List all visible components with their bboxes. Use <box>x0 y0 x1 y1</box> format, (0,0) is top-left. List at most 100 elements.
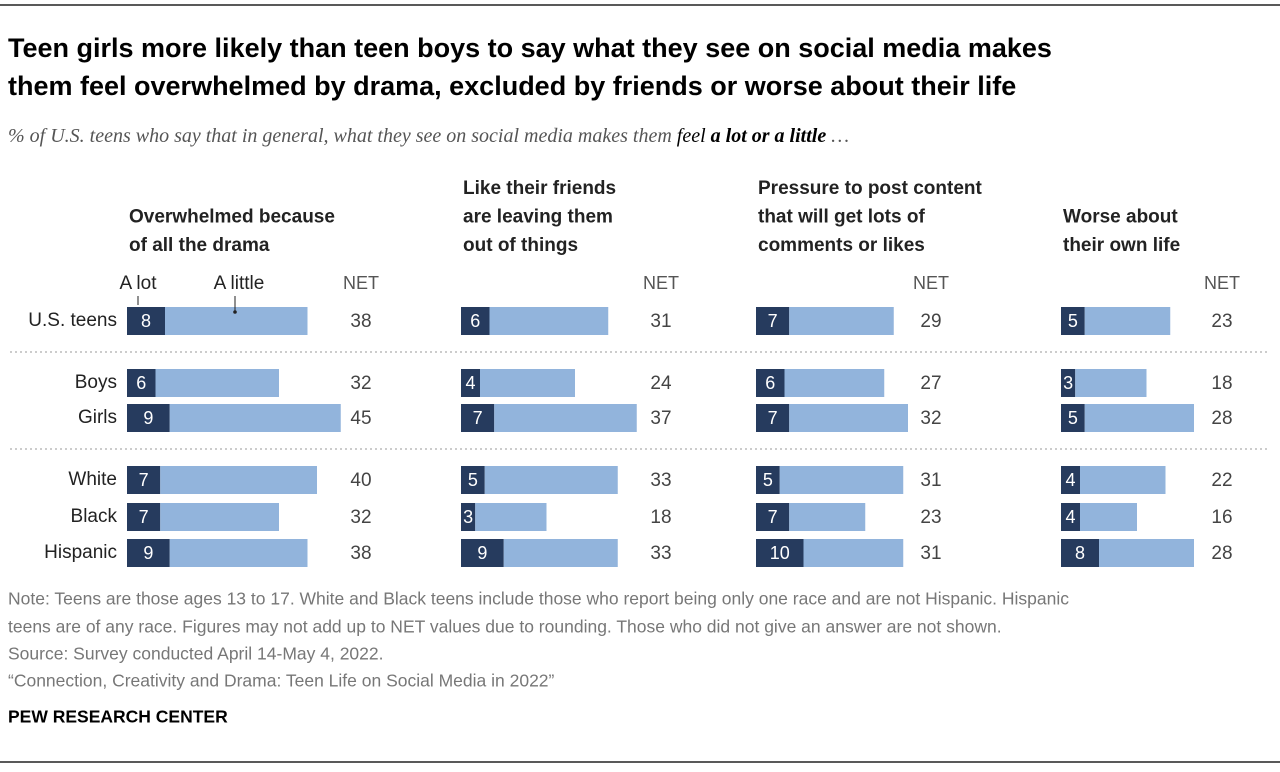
source: Source: Survey conducted April 14-May 4,… <box>8 644 384 664</box>
bar-segment <box>489 307 609 335</box>
bar-segment <box>461 539 504 567</box>
panel-title: comments or likes <box>758 235 925 256</box>
net-label: NET <box>643 273 679 293</box>
bar-segment <box>1080 466 1166 494</box>
bar-segment <box>1084 404 1194 432</box>
value-label: 6 <box>765 373 775 393</box>
value-label: 4 <box>1065 507 1075 527</box>
value-label: 4 <box>465 373 475 393</box>
subtitle-part: feel <box>677 125 706 147</box>
panel-title: Pressure to post content <box>758 178 982 199</box>
value-label: 5 <box>1068 311 1078 331</box>
subtitle-part: a lot or a little <box>706 125 827 147</box>
bar-segment <box>461 369 480 397</box>
net-value: 23 <box>1211 311 1232 332</box>
value-label: 5 <box>1068 408 1078 428</box>
value-label: 5 <box>468 470 478 490</box>
bar-segment <box>127 466 161 494</box>
value-label: 9 <box>477 543 487 563</box>
bar-segment <box>127 539 170 567</box>
bar-segment <box>503 539 618 567</box>
net-label: NET <box>1204 273 1240 293</box>
value-label: 7 <box>473 408 483 428</box>
net-value: 28 <box>1211 408 1232 429</box>
bar-segment <box>756 404 790 432</box>
net-value: 29 <box>920 311 941 332</box>
value-label: 7 <box>139 507 149 527</box>
row-label: Black <box>71 506 118 527</box>
net-value: 38 <box>350 543 371 564</box>
note-line: Note: Teens are those ages 13 to 17. Whi… <box>8 589 1069 609</box>
net-value: 23 <box>920 507 941 528</box>
panel-title: that will get lots of <box>758 207 925 228</box>
panel-title: Overwhelmed because <box>129 207 335 228</box>
net-value: 40 <box>350 470 371 491</box>
subtitle-part: … <box>826 125 849 147</box>
net-value: 27 <box>920 373 941 394</box>
value-label: 3 <box>463 507 473 527</box>
bar-segment <box>784 369 885 397</box>
value-label: 6 <box>470 311 480 331</box>
net-value: 31 <box>920 543 941 564</box>
row-label: U.S. teens <box>28 310 117 331</box>
value-label: 6 <box>136 373 146 393</box>
net-value: 33 <box>650 470 671 491</box>
net-value: 18 <box>650 507 671 528</box>
bar-segment <box>1099 539 1194 567</box>
net-label: NET <box>343 273 379 293</box>
bar-segment <box>789 503 866 531</box>
panel-title: are leaving them <box>463 207 613 228</box>
bar-segment <box>756 539 804 567</box>
value-label: 3 <box>1063 373 1073 393</box>
bar-segment <box>779 466 904 494</box>
row-label: Girls <box>78 407 117 428</box>
bar-segment <box>756 466 780 494</box>
bar-segment <box>1061 307 1085 335</box>
bar-segment <box>480 369 575 397</box>
value-label: 9 <box>143 408 153 428</box>
net-value: 24 <box>650 373 672 394</box>
bar-segment <box>756 307 790 335</box>
bar-segment <box>756 503 790 531</box>
net-value: 45 <box>350 408 371 429</box>
net-value: 38 <box>350 311 371 332</box>
bar-segment <box>127 404 170 432</box>
bar-segment <box>127 503 161 531</box>
bar-segment <box>461 404 495 432</box>
bar-segment <box>461 503 476 531</box>
net-value: 18 <box>1211 373 1232 394</box>
net-value: 32 <box>350 507 371 528</box>
bar-segment <box>1061 404 1085 432</box>
panel-title: of all the drama <box>129 235 270 256</box>
subtitle-part: % of U.S. teens who say that in general,… <box>8 125 677 147</box>
net-value: 28 <box>1211 543 1232 564</box>
bar-segment <box>155 369 279 397</box>
legend-label: A little <box>214 273 265 294</box>
panel-title: Like their friends <box>463 178 616 199</box>
value-label: 7 <box>768 311 778 331</box>
net-value: 31 <box>920 470 941 491</box>
bar-segment <box>169 404 341 432</box>
bar-segment <box>1061 539 1099 567</box>
net-value: 32 <box>350 373 371 394</box>
bar-segment <box>789 307 894 335</box>
net-value: 37 <box>650 408 671 429</box>
bar-segment <box>1075 369 1147 397</box>
bar-segment <box>803 539 904 567</box>
bar-segment <box>1080 503 1137 531</box>
net-value: 31 <box>650 311 671 332</box>
value-label: 4 <box>1065 470 1075 490</box>
panel-title: Worse about <box>1063 207 1178 228</box>
bar-segment <box>1061 466 1080 494</box>
bar-segment <box>127 307 165 335</box>
net-value: 32 <box>920 408 941 429</box>
value-label: 10 <box>770 543 790 563</box>
bar-segment <box>1061 369 1076 397</box>
legend-dot <box>233 310 237 314</box>
value-label: 8 <box>141 311 151 331</box>
row-label: Boys <box>75 372 117 393</box>
row-label: White <box>68 469 117 490</box>
net-value: 16 <box>1211 507 1232 528</box>
bar-segment <box>494 404 637 432</box>
